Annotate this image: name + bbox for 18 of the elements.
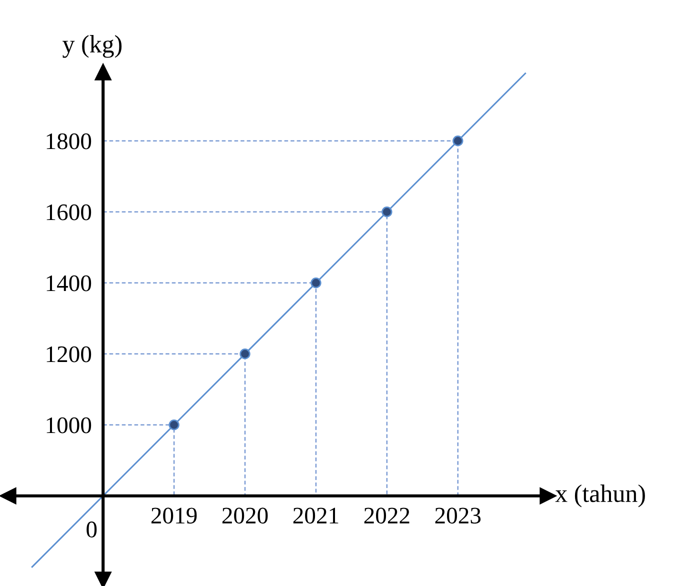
x-tick-label: 2023 — [435, 508, 481, 524]
y-tick-label: 1400 — [46, 275, 92, 292]
x-tick-label: 2020 — [222, 508, 268, 524]
x-axis-title: x (tahun) — [555, 484, 645, 508]
y-tick-label: 1000 — [46, 417, 92, 434]
x-tick-label: 2022 — [364, 508, 410, 524]
y-axis-title: y (kg) — [62, 35, 122, 58]
point — [310, 278, 322, 288]
x-tick-label: 2019 — [151, 508, 197, 524]
point — [168, 420, 180, 430]
point — [382, 206, 392, 218]
point — [452, 136, 464, 146]
y-tick-label: 1600 — [46, 204, 92, 220]
y-tick-label: 1200 — [46, 346, 92, 362]
x-tick-label: 2021 — [293, 508, 338, 524]
y-tick-label: 1800 — [46, 133, 92, 150]
point — [240, 348, 250, 360]
annotation: 0 — [86, 522, 97, 538]
